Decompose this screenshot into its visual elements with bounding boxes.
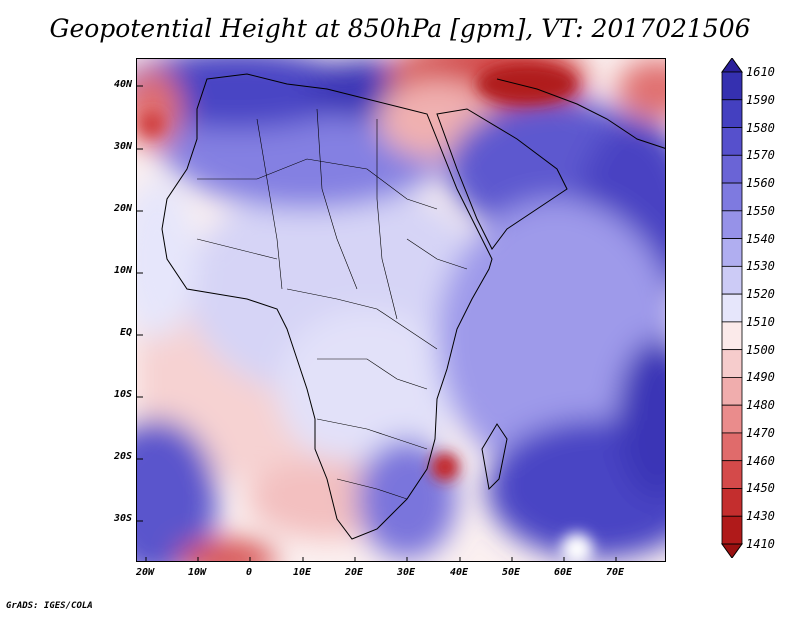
- colorbar-label: 1590: [746, 92, 775, 107]
- colorbar-bin: [721, 515, 743, 545]
- colorbar-label: 1530: [746, 259, 775, 274]
- lon-tick-label: 60E: [553, 567, 573, 578]
- grads-credit: GrADS: IGES/COLA: [6, 601, 93, 611]
- colorbar-label: 1570: [746, 148, 775, 163]
- map-panel: [136, 58, 666, 562]
- colorbar-bin: [721, 293, 743, 323]
- colorbar-bin: [721, 321, 743, 351]
- lat-tick-label: 30S: [113, 513, 132, 524]
- colorbar-extend-top: [721, 58, 743, 73]
- lat-tick-label: 30N: [113, 141, 132, 152]
- colorbar-bin: [721, 127, 743, 156]
- colorbar-extend-bottom: [721, 543, 743, 558]
- chart-title: Geopotential Height at 850hPa [gpm], VT:…: [49, 14, 751, 43]
- lat-tick-label: 10S: [113, 389, 132, 400]
- colorbar-bin: [721, 404, 743, 434]
- lon-tick-label: 20W: [135, 567, 155, 578]
- lon-tick-label: 50E: [501, 567, 521, 578]
- lat-tick-label: 20N: [113, 203, 132, 214]
- colorbar-bin: [721, 377, 743, 406]
- colorbar-label: 1450: [746, 481, 775, 496]
- colorbar-label: 1520: [746, 287, 775, 302]
- colorbar: [721, 58, 743, 558]
- colorbar-label: 1560: [746, 176, 775, 191]
- coastlines: [161, 73, 665, 540]
- colorbar-label: 1580: [746, 120, 775, 135]
- lon-tick-label: 40E: [449, 567, 469, 578]
- lat-tick-label: 40N: [113, 79, 132, 90]
- colorbar-label: 1500: [746, 342, 775, 357]
- lat-tick-label: 20S: [113, 451, 132, 462]
- lat-tick-label: 10N: [113, 265, 132, 276]
- colorbar-bin: [721, 210, 743, 239]
- colorbar-bin: [721, 154, 743, 184]
- lon-tick-label: 70E: [605, 567, 625, 578]
- lon-tick-label: 20E: [344, 567, 364, 578]
- colorbar-bin: [721, 349, 743, 378]
- colorbar-label: 1470: [746, 425, 775, 440]
- colorbar-label: 1510: [746, 314, 775, 329]
- lon-tick-label: 10W: [187, 567, 207, 578]
- colorbar-bin: [721, 71, 743, 101]
- lat-tick-label: EQ: [119, 327, 132, 338]
- colorbar-bin: [721, 182, 743, 212]
- colorbar-label: 1480: [746, 398, 775, 413]
- colorbar-bin: [721, 265, 743, 295]
- colorbar-bin: [721, 460, 743, 489]
- height-extremes: [140, 64, 593, 561]
- lon-tick-label: 10E: [292, 567, 312, 578]
- height-field: [137, 59, 665, 561]
- colorbar-bin: [721, 432, 743, 462]
- colorbar-bin: [721, 238, 743, 267]
- colorbar-label: 1550: [746, 203, 775, 218]
- axis-ticks: [137, 85, 617, 561]
- country-borders: [196, 108, 468, 500]
- colorbar-label: 1430: [746, 509, 775, 524]
- colorbar-label: 1410: [746, 537, 775, 551]
- colorbar-bin: [721, 99, 743, 128]
- lon-tick-label: 30E: [396, 567, 416, 578]
- colorbar-label: 1540: [746, 231, 775, 246]
- colorbar-bin: [721, 488, 743, 517]
- lon-tick-label: 0: [245, 567, 253, 578]
- geopotential-map: [137, 59, 665, 561]
- colorbar-label: 1490: [746, 370, 775, 385]
- colorbar-label: 1460: [746, 453, 775, 468]
- colorbar-label: 1610: [746, 65, 775, 79]
